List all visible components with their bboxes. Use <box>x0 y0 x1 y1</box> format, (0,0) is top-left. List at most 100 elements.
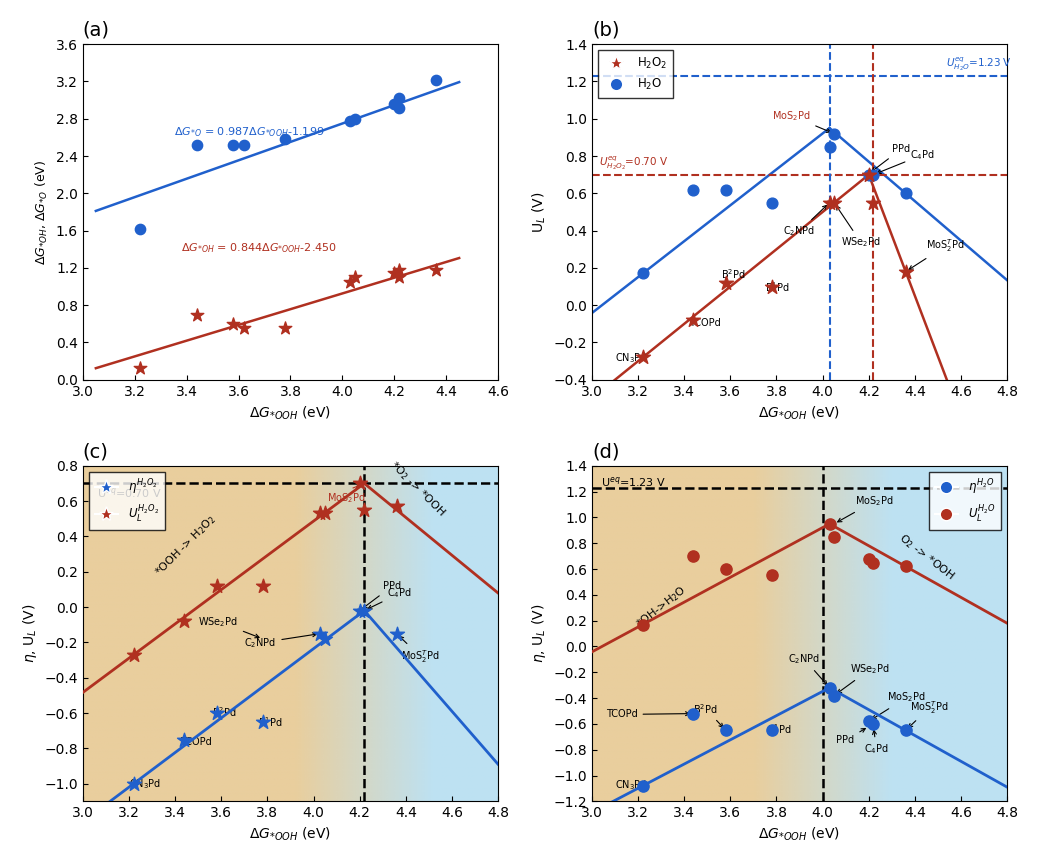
Point <box>312 626 328 640</box>
Text: WSe$_2$Pd: WSe$_2$Pd <box>198 614 259 638</box>
Point <box>132 222 149 236</box>
Point <box>685 182 701 196</box>
Point <box>764 569 780 582</box>
Text: U$^{eq}$=1.23 V: U$^{eq}$=1.23 V <box>602 474 666 488</box>
Point <box>385 97 402 111</box>
Text: (a): (a) <box>83 21 110 40</box>
Point <box>718 562 735 576</box>
Point <box>126 777 142 791</box>
Text: PPd: PPd <box>872 144 910 171</box>
Text: B$^2$Pd: B$^2$Pd <box>212 705 237 719</box>
Point <box>826 127 843 141</box>
X-axis label: $\Delta G_{*OOH}$ (eV): $\Delta G_{*OOH}$ (eV) <box>249 404 331 422</box>
Legend: H$_2$O$_2$, H$_2$O: H$_2$O$_2$, H$_2$O <box>597 50 673 98</box>
Point <box>189 138 206 152</box>
Text: MoS$_2$Pd: MoS$_2$Pd <box>872 690 926 719</box>
Point <box>277 321 294 335</box>
Point <box>718 723 735 737</box>
Text: MoS$_2^T$Pd: MoS$_2^T$Pd <box>399 637 439 665</box>
Point <box>356 503 373 517</box>
Y-axis label: $\eta$, U$_L$ (V): $\eta$, U$_L$ (V) <box>21 604 38 664</box>
Point <box>347 111 364 125</box>
X-axis label: $\Delta G_{*OOH}$ (eV): $\Delta G_{*OOH}$ (eV) <box>758 826 841 843</box>
Point <box>391 92 407 105</box>
Point <box>826 196 843 210</box>
Point <box>898 560 914 574</box>
Point <box>126 648 142 662</box>
Text: C$_2$NPd: C$_2$NPd <box>244 632 317 650</box>
Point <box>898 264 914 278</box>
Point <box>342 114 358 128</box>
Text: CN$_3$Pd: CN$_3$Pd <box>615 778 647 792</box>
Point <box>865 717 882 731</box>
Point <box>718 182 735 196</box>
Point <box>255 579 271 593</box>
Text: B$^2$Pd: B$^2$Pd <box>721 267 746 281</box>
Point <box>635 779 651 793</box>
Point <box>356 604 373 618</box>
Point <box>865 168 882 181</box>
Point <box>427 73 444 86</box>
Point <box>209 579 225 593</box>
Point <box>865 556 882 569</box>
Text: MoS$_2$Pd: MoS$_2$Pd <box>837 494 894 522</box>
Point <box>317 506 334 520</box>
Point <box>236 138 252 152</box>
Point <box>718 276 735 289</box>
Point <box>209 706 225 720</box>
Point <box>132 361 149 375</box>
Point <box>860 715 877 728</box>
Text: MoS$_2^T$Pd: MoS$_2^T$Pd <box>908 699 949 727</box>
Legend: $\eta^{H_2O}$, $U_L^{H_2O}$: $\eta^{H_2O}$, $U_L^{H_2O}$ <box>929 472 1002 530</box>
Point <box>860 552 877 566</box>
Point <box>342 275 358 289</box>
Text: *O$_2$ -> *OOH: *O$_2$ -> *OOH <box>388 458 449 519</box>
Text: C$_2$NPd: C$_2$NPd <box>788 652 827 685</box>
Text: TCOPd: TCOPd <box>606 709 690 720</box>
Point <box>860 168 877 181</box>
X-axis label: $\Delta G_{*OOH}$ (eV): $\Delta G_{*OOH}$ (eV) <box>249 826 331 843</box>
Point <box>865 196 882 210</box>
Text: $U_{H_2O_2}^{eq}$=0.70 V: $U_{H_2O_2}^{eq}$=0.70 V <box>598 154 668 172</box>
Text: $\Delta G_{*O}$ = 0.987$\Delta G_{*OOH}$-1.199: $\Delta G_{*O}$ = 0.987$\Delta G_{*OOH}$… <box>174 125 324 139</box>
Point <box>685 707 701 721</box>
Text: CN$_3$Pd: CN$_3$Pd <box>129 778 161 791</box>
Text: PPd: PPd <box>836 728 865 746</box>
Point <box>312 506 328 520</box>
Text: (b): (b) <box>592 21 619 40</box>
Y-axis label: $\Delta G_{*OH}$, $\Delta G_{*O}$ (eV): $\Delta G_{*OH}$, $\Delta G_{*O}$ (eV) <box>34 159 50 264</box>
Point <box>351 477 368 491</box>
Point <box>860 168 877 181</box>
Point <box>189 308 206 321</box>
X-axis label: $\Delta G_{*OOH}$ (eV): $\Delta G_{*OOH}$ (eV) <box>758 404 841 422</box>
Point <box>391 270 407 284</box>
Text: C$_4$Pd: C$_4$Pd <box>368 587 412 609</box>
Text: WSe$_2$Pd: WSe$_2$Pd <box>837 663 890 693</box>
Text: CN$_3$Pd: CN$_3$Pd <box>615 351 647 365</box>
Point <box>764 723 780 737</box>
Y-axis label: U$_L$ (V): U$_L$ (V) <box>531 191 548 232</box>
Point <box>255 715 271 728</box>
Text: C$_2$NPd: C$_2$NPd <box>783 206 827 238</box>
Text: B$^1$Pd: B$^1$Pd <box>765 280 790 294</box>
Point <box>685 313 701 327</box>
Text: $U_{H_2O}^{eq}$=1.23 V: $U_{H_2O}^{eq}$=1.23 V <box>945 55 1012 73</box>
Point <box>821 196 837 210</box>
Text: C$_4$Pd: C$_4$Pd <box>864 730 889 756</box>
Point <box>764 280 780 294</box>
Text: *OOH -> H$_2$O$_2$: *OOH -> H$_2$O$_2$ <box>152 512 219 579</box>
Text: U$^{eq}$=0.70 V: U$^{eq}$=0.70 V <box>97 486 161 500</box>
Point <box>176 614 192 628</box>
Text: C$_4$Pd: C$_4$Pd <box>877 148 935 174</box>
Point <box>826 689 843 702</box>
Text: MoS$_2^T$Pd: MoS$_2^T$Pd <box>909 238 965 270</box>
Legend: $\eta^{H_2O_2}$, $U_L^{H_2O_2}$: $\eta^{H_2O_2}$, $U_L^{H_2O_2}$ <box>88 472 164 530</box>
Point <box>225 138 242 152</box>
Text: MoS$_2$Pd: MoS$_2$Pd <box>772 109 830 132</box>
Point <box>389 626 405 640</box>
Point <box>898 187 914 200</box>
Point <box>351 604 368 618</box>
Text: WSe$_2$Pd: WSe$_2$Pd <box>836 206 881 250</box>
Text: B$^2$Pd: B$^2$Pd <box>693 702 723 727</box>
Text: O$_2$ -> *OOH: O$_2$ -> *OOH <box>897 531 958 583</box>
